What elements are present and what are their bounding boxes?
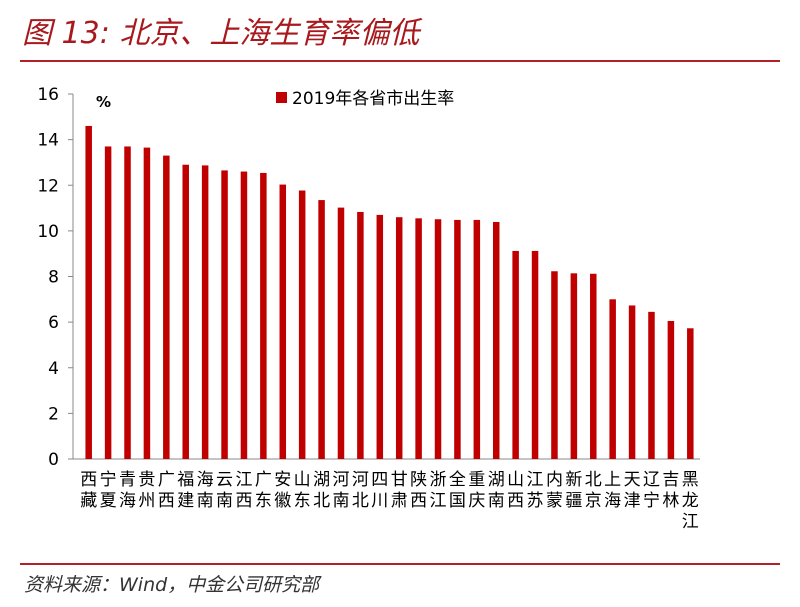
bar-30 [648,311,655,459]
bar-9 [240,171,248,459]
y-tick-label: 4 [48,359,59,379]
bar-4 [143,147,151,460]
bar-8 [221,170,228,460]
x-tick-label: 湖北 [313,470,330,511]
bar-5 [163,155,170,459]
bar-7 [201,165,209,459]
x-tick-label: 四川 [371,470,388,511]
y-tick-label: 6 [48,313,59,333]
legend-label: 2019年各省市出生率 [292,89,454,109]
bar-25 [551,271,558,459]
y-axis: 0 2 4 6 8 10 12 14 16 [37,85,700,470]
bar-21 [473,219,481,459]
bar-28 [609,299,616,459]
y-tick-label: 12 [37,176,59,196]
x-tick-label: 广西 [158,470,175,511]
bar-29 [628,305,636,459]
x-tick-label: 上海 [604,470,621,511]
bar-27 [590,273,597,459]
x-tick-label: 山东 [294,470,311,511]
x-tick-label: 江苏 [527,470,544,511]
x-tick-label: 广东 [255,470,272,511]
x-tick-label: 山西 [507,470,524,511]
footer-divider [20,563,780,565]
x-tick-label: 甘肃 [391,470,408,511]
bar-31 [667,320,675,459]
x-tick-label: 海南 [197,470,214,511]
x-tick-label: 宁夏 [100,470,117,511]
bar-1 [85,125,92,459]
bar-16 [376,214,384,459]
bar-chart: 0 2 4 6 8 10 12 14 16 西藏宁夏青海贵州广西福建海南云南江西广东安徽山东湖北… [37,85,700,532]
x-tick-label: 辽宁 [643,470,660,511]
bar-17 [395,217,403,459]
x-tick-label: 吉林 [662,470,679,511]
bar-14 [337,207,345,459]
bar-11 [279,184,287,459]
x-tick-label: 福建 [177,470,194,511]
source-note: 资料来源：Wind，中金公司研究部 [24,574,320,596]
bar-26 [570,273,578,459]
y-tick-label: 14 [37,131,59,151]
x-tick-label: 河北 [352,470,369,511]
x-tick-label: 安徽 [274,470,291,511]
bars [85,125,694,460]
x-tick-label: 江西 [235,470,252,511]
x-tick-label: 全国 [449,470,466,511]
unit-label: % [96,93,111,111]
bar-23 [512,250,519,459]
legend-swatch [276,92,287,103]
bar-13 [318,200,325,459]
x-tick-label: 浙江 [430,470,447,511]
y-tick-label: 8 [48,268,59,288]
y-tick-label: 16 [37,85,59,105]
bar-15 [357,211,364,459]
x-axis-labels: 西藏宁夏青海贵州广西福建海南云南江西广东安徽山东湖北河南河北四川甘肃陕西浙江全国… [80,470,699,532]
bar-19 [434,219,442,459]
bar-6 [182,164,189,459]
y-tick-label: 10 [37,222,59,242]
x-tick-label: 贵州 [138,470,155,511]
x-tick-label: 北京 [585,470,602,511]
y-tick-label: 0 [48,450,59,470]
x-tick-label: 陕西 [410,470,427,511]
bar-12 [298,190,306,459]
bar-32 [687,328,694,459]
x-tick-label: 重庆 [468,470,485,511]
x-tick-label: 青海 [119,470,136,511]
bar-24 [531,250,539,459]
bar-20 [454,219,461,459]
x-tick-label: 内蒙 [546,470,563,511]
x-tick-label: 新疆 [565,470,582,511]
bar-3 [124,146,131,459]
title-divider [20,60,780,62]
bar-22 [492,221,500,459]
bar-18 [415,218,422,459]
bar-2 [104,146,112,459]
x-tick-label: 西藏 [80,470,97,511]
y-tick-label: 2 [48,404,59,424]
figure-title: 图 13: 北京、上海生育率偏低 [22,16,420,51]
legend: 2019年各省市出生率 [276,89,454,109]
x-tick-label: 云南 [216,470,233,511]
x-tick-label: 黑龙江 [682,470,699,532]
x-tick-label: 湖南 [488,470,505,511]
bar-10 [260,172,267,459]
x-tick-label: 天津 [624,470,641,511]
x-tick-label: 河南 [332,470,349,511]
